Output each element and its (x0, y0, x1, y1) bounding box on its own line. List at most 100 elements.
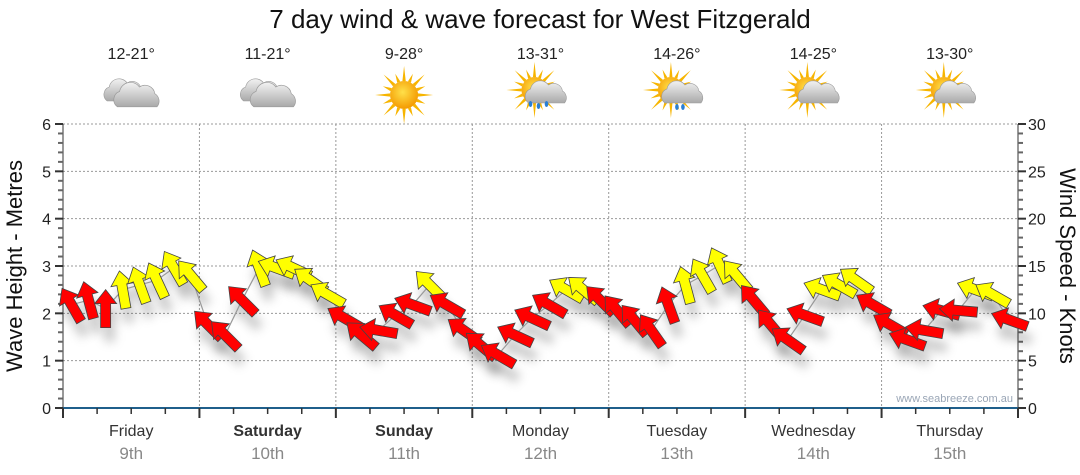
date-label: 15th (933, 444, 966, 463)
sun-ray (383, 103, 396, 116)
watermark: www.seabreeze.com.au (895, 393, 1013, 405)
date-label: 13th (660, 444, 693, 463)
sun-ray (951, 70, 964, 82)
sun-ray (382, 86, 392, 92)
left-tick-label: 1 (42, 354, 51, 371)
right-tick-label: 0 (1028, 401, 1037, 418)
wind-arrow (771, 327, 807, 356)
sun-ray (651, 98, 663, 110)
sun-ray (942, 62, 946, 78)
sun-ray (923, 70, 936, 82)
wind-arrow (975, 281, 1012, 309)
sun-ray (947, 69, 953, 79)
day-label: Sunday (375, 423, 433, 440)
sun-ray (810, 101, 816, 111)
wind-arrow (655, 286, 681, 325)
wind-arrow (161, 250, 189, 288)
wind-arrow (429, 292, 467, 320)
rain-drop (681, 104, 685, 110)
right-tick-label: 5 (1028, 354, 1037, 371)
right-tick-label: 30 (1028, 117, 1046, 134)
wind-arrow (904, 317, 945, 342)
sun-ray (407, 73, 413, 83)
temperature-range: 14-25° (790, 46, 837, 63)
arrow-shadow (518, 319, 556, 345)
cloud-shape (934, 80, 976, 104)
wind-arrow (346, 322, 380, 352)
arrow-shadow (553, 291, 590, 318)
sun-ray (787, 98, 800, 110)
sun-ray (395, 107, 401, 117)
temperature-range: 13-31° (517, 46, 564, 63)
left-tick-label: 0 (42, 401, 51, 418)
cloud-shape (524, 80, 567, 104)
wind-arrow (144, 262, 170, 301)
sun-ray (395, 73, 401, 83)
temperature-range: 13-30° (926, 46, 973, 63)
wind-arrow (786, 302, 825, 327)
date-label: 12th (524, 444, 557, 463)
sun-ray (787, 70, 800, 82)
temperature-range: 14-26° (653, 46, 700, 63)
sun-ray (798, 69, 804, 79)
arrow-shadow (350, 336, 384, 366)
cloud-shape (249, 82, 296, 108)
sun-ray (787, 93, 797, 99)
right-tick-label: 25 (1028, 164, 1046, 181)
left-tick-label: 2 (42, 306, 51, 323)
sun-shower-icon (642, 62, 704, 118)
wind-arrow (991, 307, 1030, 332)
date-label: 9th (119, 444, 143, 463)
sun-ray (651, 70, 663, 82)
right-tick-label: 10 (1028, 306, 1046, 323)
sun-ray (532, 62, 537, 78)
wind-arrow (639, 314, 667, 350)
sun-ray (810, 69, 816, 79)
cloud-shape (797, 80, 840, 104)
day-label: Tuesday (647, 423, 708, 440)
arrow-shadow (485, 356, 521, 383)
wind-arrow (532, 292, 569, 320)
date-label: 10th (251, 444, 284, 463)
wind-arrow (514, 305, 552, 332)
sun-ray (514, 81, 524, 87)
sun-ray (514, 70, 527, 82)
arrow-shadow (262, 269, 300, 294)
sun-shape (375, 66, 434, 124)
wind-arrow (689, 258, 717, 295)
cloud-shape (661, 80, 704, 104)
sun-ray (383, 74, 396, 87)
partly-cloudy-icon (915, 62, 976, 118)
sun-ray (650, 93, 660, 99)
day-label: Friday (109, 423, 153, 440)
right-axis-title: Wind Speed - Knots (1055, 168, 1080, 364)
left-tick-label: 4 (42, 212, 51, 229)
sun-ray (935, 101, 941, 111)
wind-arrow (359, 317, 399, 342)
sun-ray (402, 108, 406, 124)
sun-ray (662, 101, 668, 111)
rain-drop (528, 101, 533, 107)
sun-ray (407, 107, 413, 117)
sun-ray (642, 88, 659, 92)
wind-arrow (178, 260, 208, 294)
wind-arrow (803, 276, 842, 302)
sun-ray (375, 93, 391, 97)
wind-arrow (211, 321, 243, 353)
day-label: Saturday (233, 423, 302, 440)
sun-ray (923, 81, 933, 87)
cloud-puff (113, 82, 160, 108)
sun-ray (669, 102, 673, 118)
day-label: Monday (512, 423, 569, 440)
partly-cloudy-icon (779, 62, 840, 118)
right-tick-label: 20 (1028, 212, 1046, 229)
left-axis-title: Wave Height - Metres (2, 160, 27, 372)
date-label: 11th (388, 444, 420, 463)
left-tick-label: 3 (42, 259, 51, 276)
arrow-shadow (232, 300, 264, 332)
rain-drop (536, 103, 541, 109)
sun-ray (506, 88, 522, 92)
arrow-shadow (215, 335, 246, 367)
wind-arrow (938, 298, 979, 322)
